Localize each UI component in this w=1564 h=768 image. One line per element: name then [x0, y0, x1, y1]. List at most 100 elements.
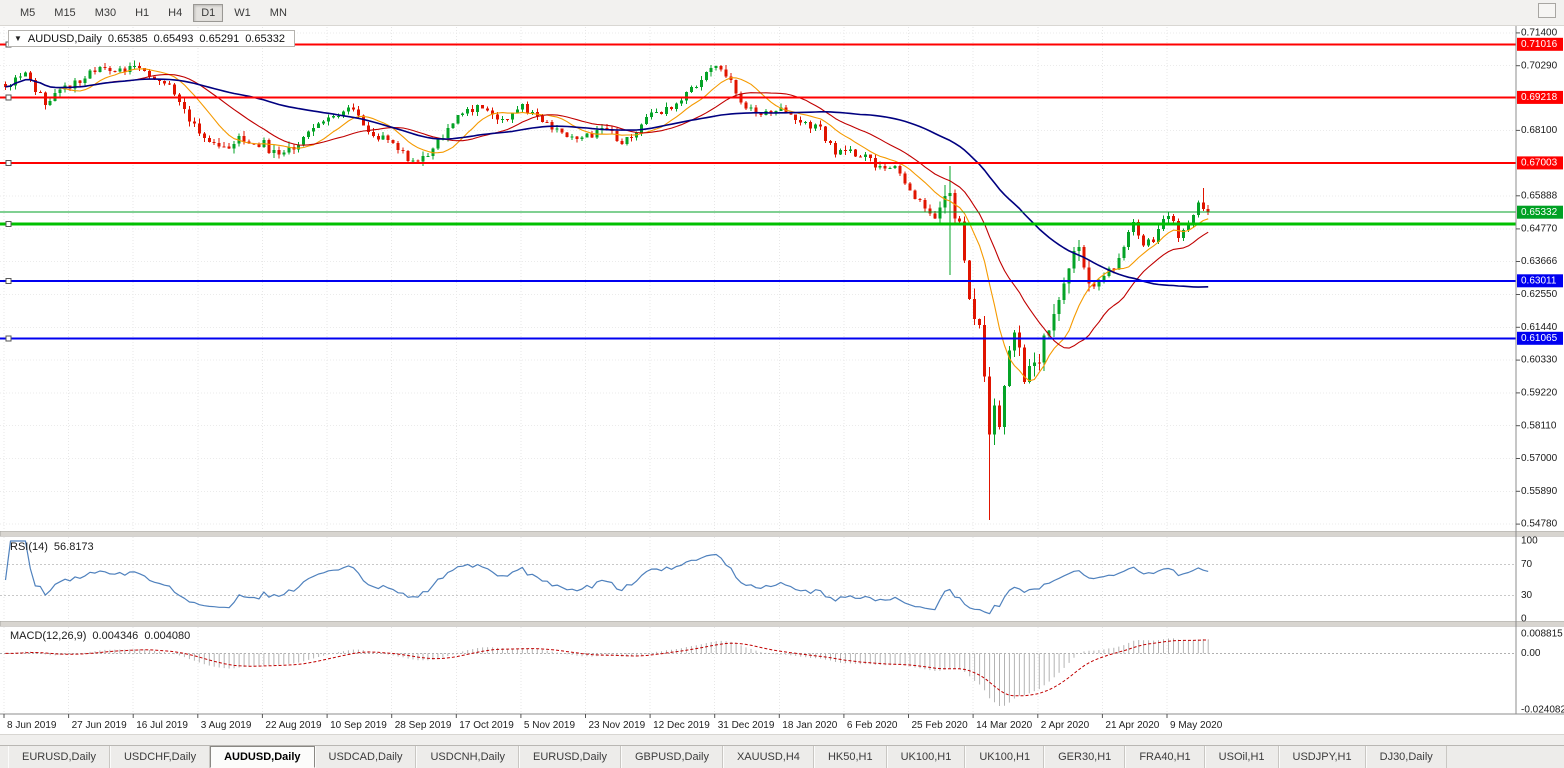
date-axis-label: 2 Apr 2020 [1041, 720, 1090, 731]
timeframe-button-m15[interactable]: M15 [46, 4, 83, 22]
macd-axis: 0.008815 0.00 -0.024082 [1521, 629, 1564, 716]
svg-text:0.61065: 0.61065 [1521, 333, 1558, 344]
date-axis-label: 23 Nov 2019 [589, 720, 646, 731]
rsi-axis-label: 70 [1521, 559, 1533, 570]
chart-title-box[interactable]: ▼ AUDUSD,Daily 0.65385 0.65493 0.65291 0… [8, 30, 295, 47]
moving-average-lines [5, 68, 1209, 382]
price-axis-label: 0.54780 [1521, 519, 1558, 530]
price-axis-label: 0.65888 [1521, 190, 1558, 201]
price-axis[interactable]: 0.71400 0.70290 0.68100 0.65888 0.64770 0.636… [1516, 28, 1563, 530]
horizontal-scrollbar[interactable] [0, 734, 1564, 745]
timeframe-button-m30[interactable]: M30 [87, 4, 124, 22]
line-handle[interactable] [5, 221, 12, 228]
line-price-label [1517, 90, 1563, 104]
macd-signal-line [5, 639, 1209, 697]
date-axis-label: 28 Sep 2019 [395, 720, 452, 731]
price-axis-label: 0.68100 [1521, 125, 1558, 136]
current-price-label [1517, 205, 1563, 219]
symbol-tab-0-eurusd-daily[interactable]: EURUSD,Daily [8, 746, 110, 768]
ma-21-line [5, 73, 1209, 349]
symbol-tab-14-usdjpy-h1[interactable]: USDJPY,H1 [1278, 746, 1366, 768]
timeframe-button-mn[interactable]: MN [262, 4, 295, 22]
date-axis-label: 22 Aug 2019 [265, 720, 322, 731]
rsi-axis: 100 70 30 0 [1521, 536, 1538, 625]
macd-axis-label: -0.024082 [1521, 705, 1564, 716]
symbol-tab-9-uk100-h1[interactable]: UK100,H1 [886, 746, 966, 768]
symbol-tab-12-fra40-h1[interactable]: FRA40,H1 [1125, 746, 1205, 768]
date-axis-label: 12 Dec 2019 [653, 720, 710, 731]
price-axis-label: 0.57000 [1521, 453, 1558, 464]
symbol-tab-3-usdcad-daily[interactable]: USDCAD,Daily [314, 746, 417, 768]
macd-axis-label: 0.008815 [1521, 629, 1563, 640]
timeframe-button-h4[interactable]: H4 [160, 4, 190, 22]
symbol-tab-2-audusd-daily[interactable]: AUDUSD,Daily [210, 746, 315, 768]
macd-value-main: 0.004346 [92, 630, 139, 642]
price-axis-label: 0.55890 [1521, 486, 1558, 497]
price-axis-label: 0.59220 [1521, 388, 1558, 399]
axis-frame [0, 26, 1564, 715]
symbol-tabs-bar: EURUSD,Daily USDCHF,Daily AUDUSD,Daily USDC… [0, 745, 1564, 768]
symbol-tab-8-hk50-h1[interactable]: HK50,H1 [813, 746, 887, 768]
symbol-tab-13-usoil-h1[interactable]: USOil,H1 [1204, 746, 1279, 768]
symbol-tab-5-eurusd-daily[interactable]: EURUSD,Daily [519, 746, 621, 768]
price-axis-label: 0.64770 [1521, 224, 1558, 235]
date-axis-label: 18 Jan 2020 [782, 720, 837, 731]
date-axis-label: 16 Jul 2019 [136, 720, 188, 731]
toolbar-corner-button[interactable] [1538, 3, 1556, 18]
timeframe-button-m5[interactable]: M5 [12, 4, 43, 22]
line-handle[interactable] [5, 277, 12, 284]
chart-area: 0.71400 0.70290 0.68100 0.65888 0.64770 0.636… [0, 26, 1564, 734]
date-axis-label: 31 Dec 2019 [718, 720, 775, 731]
date-axis-label: 21 Apr 2020 [1105, 720, 1159, 731]
symbol-tab-6-gbpusd-daily[interactable]: GBPUSD,Daily [621, 746, 723, 768]
price-axis-label: 0.61440 [1521, 322, 1558, 333]
line-price-label [1517, 331, 1563, 345]
ohlc-open: 0.65385 [107, 32, 148, 45]
line-handle[interactable] [5, 94, 12, 101]
line-price-label [1517, 156, 1563, 170]
timeframe-button-w1[interactable]: W1 [226, 4, 259, 22]
svg-text:0.69218: 0.69218 [1521, 92, 1558, 103]
date-axis-label: 17 Oct 2019 [459, 720, 514, 731]
macd-panel [5, 638, 1209, 706]
symbol-tab-11-ger30-h1[interactable]: GER30,H1 [1044, 746, 1126, 768]
symbol-tab-7-xauusd-h4[interactable]: XAUUSD,H4 [722, 746, 814, 768]
macd-value-signal: 0.004080 [144, 630, 191, 642]
collapse-triangle-icon[interactable]: ▼ [14, 33, 22, 43]
line-price-label [1517, 37, 1563, 51]
date-axis[interactable]: 8 Jun 2019 27 Jun 2019 16 Jul 2019 3 Aug 20… [3, 714, 1223, 731]
symbol-tab-10-uk100-h1[interactable]: UK100,H1 [965, 746, 1045, 768]
price-axis-label: 0.62550 [1521, 289, 1558, 300]
ohlc-close: 0.65332 [245, 32, 285, 45]
price-axis-label: 0.63666 [1521, 256, 1558, 267]
rsi-axis-label: 0 [1521, 614, 1527, 625]
date-axis-label: 3 Aug 2019 [201, 720, 252, 731]
symbol-tab-4-usdcnh-daily[interactable]: USDCNH,Daily [416, 746, 520, 768]
ohlc-high: 0.65493 [153, 32, 194, 45]
line-handle[interactable] [5, 159, 12, 166]
date-axis-label: 14 Mar 2020 [976, 720, 1033, 731]
svg-text:0.63011: 0.63011 [1521, 275, 1557, 286]
price-axis-label: 0.71400 [1521, 28, 1558, 39]
rsi-value: 56.8173 [53, 541, 94, 553]
symbol-tab-1-usdchf-daily[interactable]: USDCHF,Daily [109, 746, 211, 768]
svg-text:0.65332: 0.65332 [1521, 207, 1558, 218]
timeframe-button-h1[interactable]: H1 [127, 4, 157, 22]
date-axis-label: 9 May 2020 [1170, 720, 1223, 731]
date-axis-label: 8 Jun 2019 [7, 720, 57, 731]
panel-splitters[interactable] [0, 530, 1564, 627]
line-handle[interactable] [5, 335, 12, 342]
date-axis-label: 5 Nov 2019 [524, 720, 576, 731]
macd-axis-label: 0.00 [1521, 648, 1541, 659]
rsi-axis-label: 100 [1521, 536, 1538, 547]
ma-50-line [5, 78, 1209, 288]
price-axis-label: 0.70290 [1521, 60, 1558, 71]
chart-background [0, 26, 1564, 734]
symbol-tab-15-dj30-daily[interactable]: DJ30,Daily [1365, 746, 1447, 768]
rsi-name: RSI(14) [10, 541, 48, 553]
timeframe-button-d1[interactable]: D1 [193, 3, 224, 22]
price-axis-label: 0.58110 [1521, 420, 1557, 431]
ma-10-line [5, 68, 1209, 382]
date-axis-label: 10 Sep 2019 [330, 720, 387, 731]
